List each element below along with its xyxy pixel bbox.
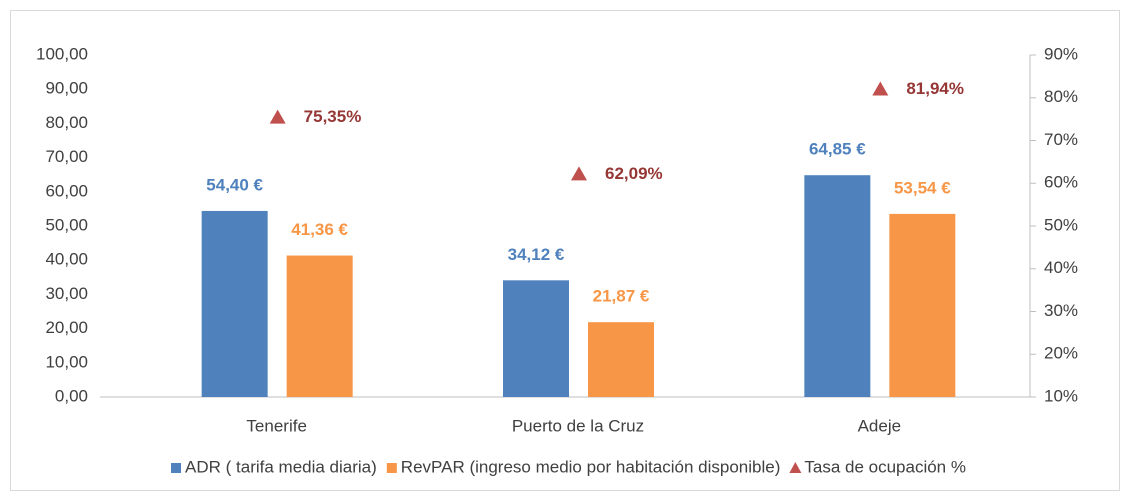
- y2-tick-label: 40%: [1044, 258, 1078, 277]
- y-tick-label: 20,00: [45, 318, 88, 337]
- y2-tick-label: 30%: [1044, 301, 1078, 320]
- value-label: 34,12 €: [508, 245, 565, 264]
- value-label: 54,40 €: [206, 175, 263, 194]
- x-tick-label: Adeje: [858, 416, 901, 435]
- y-tick-label: 30,00: [45, 284, 88, 303]
- y2-tick-label: 50%: [1044, 215, 1078, 234]
- value-label: 75,35%: [304, 107, 362, 126]
- y-tick-label: 60,00: [45, 181, 88, 200]
- bar: [503, 280, 569, 397]
- bar: [201, 210, 268, 397]
- value-label: 64,85 €: [809, 140, 866, 159]
- triangle-marker: [269, 109, 286, 124]
- value-label: 41,36 €: [291, 220, 348, 239]
- y2-tick-label: 80%: [1044, 87, 1078, 106]
- triangle-marker: [571, 166, 587, 181]
- y-tick-label: 0,00: [55, 386, 88, 405]
- bar: [286, 255, 353, 397]
- triangle-marker: [872, 81, 889, 96]
- y-tick-label: 50,00: [45, 215, 88, 234]
- bar: [588, 322, 654, 397]
- value-label: 21,87 €: [593, 287, 650, 306]
- y2-tick-label: 20%: [1044, 344, 1078, 363]
- y-tick-label: 70,00: [45, 147, 88, 166]
- y-tick-label: 10,00: [45, 352, 88, 371]
- y2-tick-label: 60%: [1044, 173, 1078, 192]
- value-label: 81,94%: [906, 79, 964, 98]
- bar: [889, 213, 956, 397]
- legend-swatch: [386, 463, 397, 473]
- y-tick-label: 90,00: [45, 79, 88, 98]
- value-label: 62,09%: [605, 164, 663, 183]
- x-tick-label: Tenerife: [246, 416, 306, 435]
- y-tick-label: 80,00: [45, 113, 88, 132]
- bar: [804, 175, 871, 397]
- legend-label: RevPAR (ingreso medio por habitación dis…: [401, 457, 781, 476]
- y2-tick-label: 70%: [1044, 130, 1078, 149]
- y-tick-label: 40,00: [45, 250, 88, 269]
- value-label: 53,54 €: [894, 178, 951, 197]
- x-tick-label: Puerto de la Cruz: [512, 416, 644, 435]
- legend-swatch: [789, 462, 802, 473]
- y-tick-label: 100,00: [36, 44, 88, 63]
- legend-label: ADR ( tarifa media diaria): [185, 457, 377, 476]
- legend-swatch: [171, 463, 182, 473]
- legend-label: Tasa de ocupación %: [804, 457, 966, 476]
- y2-tick-label: 10%: [1044, 386, 1078, 405]
- y2-tick-label: 90%: [1044, 44, 1078, 63]
